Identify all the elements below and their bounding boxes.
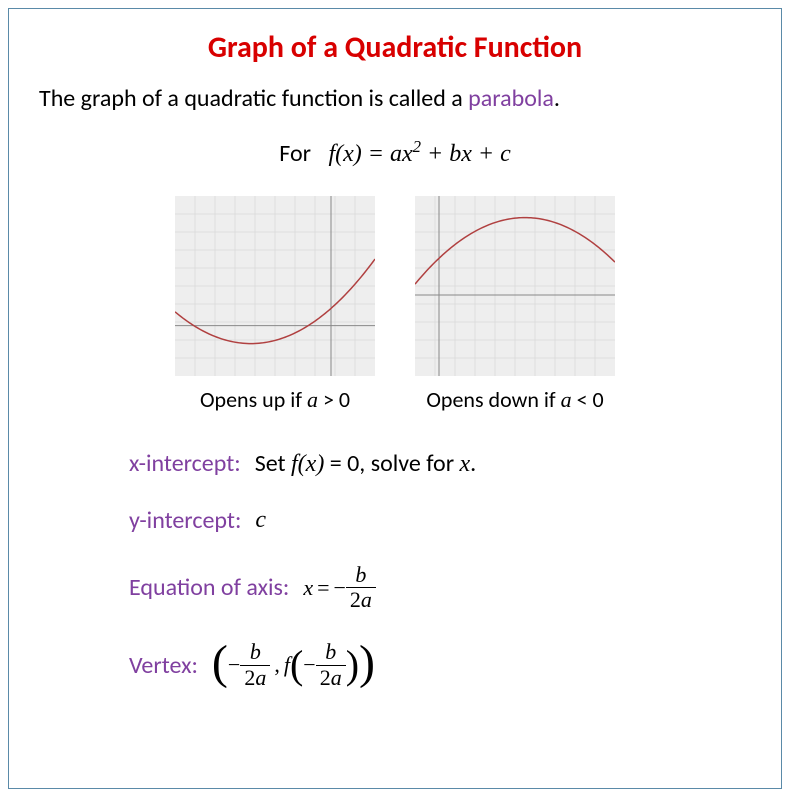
intro-highlight: parabola [468,84,554,113]
axis-den-2: 2 [350,587,361,612]
intro-suffix: . [554,84,560,113]
graph-down [415,196,615,376]
graph-down-block: Opens down if a < 0 [415,196,615,413]
xi-fx: f(x) [291,451,324,477]
intro-prefix: The graph of a quadratic function is cal… [39,84,468,113]
caption-var: a [561,387,572,412]
vertex-neg1: − [228,652,240,678]
xi-mid: = 0, solve for [324,449,459,478]
y-intercept-row: y-intercept: c [129,506,751,535]
document-card: Graph of a Quadratic Function The graph … [8,8,782,789]
paren-open: ( [212,639,228,687]
x-intercept-value: Set f(x) = 0, solve for x. [255,449,477,478]
axis-num: b [351,563,370,587]
axis-eq: = [313,575,333,601]
x-intercept-row: x-intercept: Set f(x) = 0, solve for x. [129,449,751,478]
v-den2-2: 2 [320,665,331,690]
graph-up-block: Opens up if a > 0 [175,196,375,413]
vertex-comma: , [270,652,284,678]
x-intercept-label: x-intercept: [129,449,241,478]
xi-var: x [460,451,471,477]
caption-suffix: > 0 [318,386,350,413]
axis-row: Equation of axis: x = − b 2a [129,563,751,612]
axis-value: x = − b 2a [303,563,376,612]
formula-f: f [328,141,335,167]
axis-neg: − [334,575,346,601]
y-intercept-label: y-intercept: [129,506,241,535]
vertex-frac1: b 2a [240,640,270,689]
axis-den: 2a [346,587,376,612]
axis-den-a: a [361,587,372,612]
graph-up [175,196,375,376]
v-den1-2: 2 [244,665,255,690]
formula-line: For f(x) = ax2 + bx + c [39,137,751,168]
y-intercept-value: c [255,507,266,534]
formula-exp: 2 [413,137,421,156]
formula-x: x [343,141,354,167]
formula-x2: x [402,141,413,167]
graphs-row: Opens up if a > 0 Opens down if a < 0 [39,196,751,413]
caption-var: a [307,387,318,412]
v-den2-a: a [331,665,342,690]
xi-suffix: . [470,449,476,478]
properties-list: x-intercept: Set f(x) = 0, solve for x. … [39,449,751,690]
caption-prefix: Opens down if [426,386,560,413]
axis-x: x [303,575,313,601]
paren-close: ) [359,639,375,687]
caption-prefix: Opens up if [200,386,307,413]
graph-down-caption: Opens down if a < 0 [415,386,615,413]
formula-expr: f(x) = ax2 + bx + c [328,141,510,167]
vertex-value: ( − b 2a , f ( − b 2a ) ) [212,640,375,689]
formula-c: c [500,141,511,167]
vertex-neg2: − [303,652,315,678]
v-den2: 2a [316,665,346,690]
graph-up-caption: Opens up if a > 0 [175,386,375,413]
formula-a: a [390,141,402,167]
vertex-label: Vertex: [129,651,198,680]
vertex-frac2: b 2a [316,640,346,689]
formula-label: For [279,139,311,168]
axis-frac: b 2a [346,563,376,612]
intro-text: The graph of a quadratic function is cal… [39,84,751,113]
vertex-row: Vertex: ( − b 2a , f ( − b 2a ) ) [129,640,751,689]
paren-close2: ) [346,645,359,685]
formula-b: b [449,141,461,167]
page-title: Graph of a Quadratic Function [39,29,751,66]
v-den1: 2a [240,665,270,690]
v-den1-a: a [255,665,266,690]
caption-suffix: < 0 [572,386,604,413]
v-num2: b [321,640,340,664]
v-num1: b [246,640,265,664]
formula-x3: x [461,141,472,167]
xi-prefix: Set [255,449,291,478]
paren-open2: ( [290,645,303,685]
axis-label: Equation of axis: [129,573,289,602]
